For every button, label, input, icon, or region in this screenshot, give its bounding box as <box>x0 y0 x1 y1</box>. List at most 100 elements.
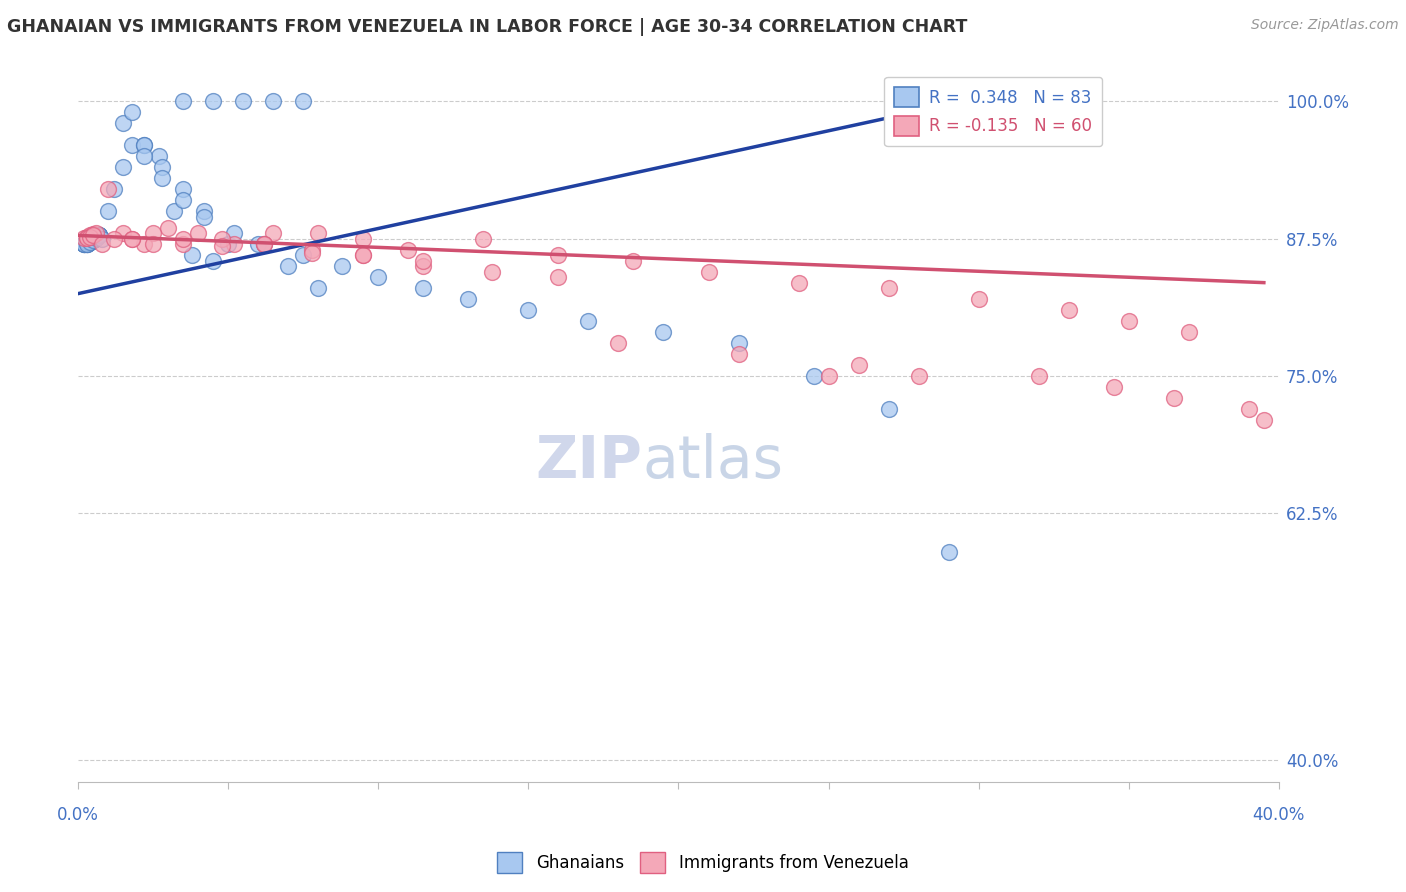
Point <box>79 235 101 249</box>
Point <box>292 95 315 109</box>
Point <box>967 292 990 306</box>
Point <box>877 401 900 416</box>
Point <box>301 246 323 260</box>
Point <box>352 248 374 262</box>
Point <box>142 237 165 252</box>
Point <box>157 220 180 235</box>
Point <box>292 248 315 262</box>
Point <box>79 233 101 247</box>
Point <box>84 226 107 240</box>
Point <box>193 204 215 219</box>
Point <box>76 235 98 249</box>
Text: atlas: atlas <box>643 433 783 490</box>
Point <box>79 233 101 247</box>
Point <box>1237 401 1260 416</box>
Point <box>803 368 825 383</box>
Point <box>73 237 96 252</box>
Point <box>727 336 749 351</box>
Point <box>253 237 276 252</box>
Text: GHANAIAN VS IMMIGRANTS FROM VENEZUELA IN LABOR FORCE | AGE 30-34 CORRELATION CHA: GHANAIAN VS IMMIGRANTS FROM VENEZUELA IN… <box>7 18 967 36</box>
Point <box>232 95 254 109</box>
Point <box>187 226 209 240</box>
Point <box>84 230 107 244</box>
Point <box>412 281 434 295</box>
Point <box>1163 391 1185 405</box>
Point <box>84 228 107 243</box>
Point <box>121 232 143 246</box>
Point <box>79 233 101 247</box>
Point <box>547 248 569 262</box>
Point <box>517 303 540 318</box>
Point <box>84 228 107 243</box>
Point <box>84 230 107 244</box>
Point <box>877 281 900 295</box>
Point <box>82 233 104 247</box>
Point <box>121 138 143 153</box>
Point <box>112 161 135 175</box>
Point <box>76 237 98 252</box>
Point <box>697 265 720 279</box>
Point <box>607 336 630 351</box>
Point <box>848 358 870 372</box>
Point <box>481 265 503 279</box>
Point <box>97 182 120 196</box>
Point <box>787 276 810 290</box>
Point <box>103 182 125 196</box>
Point <box>938 544 960 558</box>
Point <box>82 230 104 244</box>
Point <box>121 232 143 246</box>
Point <box>82 230 104 244</box>
Point <box>277 259 299 273</box>
Point <box>79 235 101 249</box>
Point <box>82 230 104 244</box>
Point <box>1178 325 1201 339</box>
Legend: Ghanaians, Immigrants from Venezuela: Ghanaians, Immigrants from Venezuela <box>491 846 915 880</box>
Point <box>76 235 98 249</box>
Point <box>82 233 104 247</box>
Point <box>247 237 270 252</box>
Point <box>73 237 96 252</box>
Point <box>172 232 194 246</box>
Point <box>172 95 194 109</box>
Point <box>262 226 284 240</box>
Point <box>142 226 165 240</box>
Point <box>817 368 839 383</box>
Point <box>907 368 929 383</box>
Point <box>76 235 98 249</box>
Point <box>73 237 96 252</box>
Point <box>193 210 215 224</box>
Point <box>150 161 173 175</box>
Point <box>457 292 479 306</box>
Text: 40.0%: 40.0% <box>1253 806 1305 824</box>
Point <box>82 228 104 243</box>
Point <box>307 281 329 295</box>
Point <box>202 95 225 109</box>
Legend: R =  0.348   N = 83, R = -0.135   N = 60: R = 0.348 N = 83, R = -0.135 N = 60 <box>884 77 1102 146</box>
Point <box>89 228 111 243</box>
Point <box>84 228 107 243</box>
Point <box>1253 413 1275 427</box>
Point <box>79 228 101 243</box>
Point <box>84 230 107 244</box>
Point <box>73 230 96 244</box>
Point <box>412 259 434 273</box>
Point <box>84 230 107 244</box>
Point <box>652 325 675 339</box>
Point <box>82 233 104 247</box>
Point <box>211 232 233 246</box>
Text: ZIP: ZIP <box>536 433 643 490</box>
Point <box>547 270 569 285</box>
Point <box>202 253 225 268</box>
Point <box>76 237 98 252</box>
Point <box>91 237 114 252</box>
Point <box>301 243 323 257</box>
Point <box>79 229 101 244</box>
Point <box>82 230 104 244</box>
Point <box>89 228 111 243</box>
Point <box>224 237 246 252</box>
Text: Source: ZipAtlas.com: Source: ZipAtlas.com <box>1251 18 1399 32</box>
Point <box>79 235 101 249</box>
Point <box>134 138 156 153</box>
Point <box>1118 314 1140 328</box>
Point <box>84 228 107 243</box>
